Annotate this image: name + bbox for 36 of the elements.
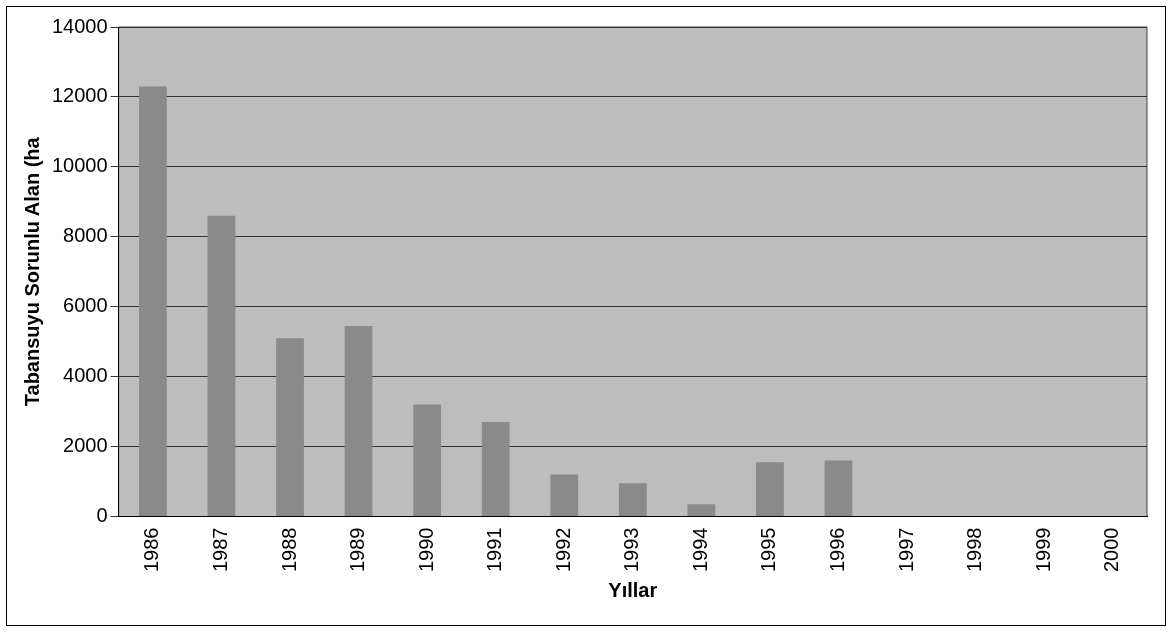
x-axis-title: Yıllar — [608, 578, 658, 601]
x-tick-label: 1992 — [551, 527, 574, 573]
x-tick-label: 1998 — [963, 527, 986, 573]
x-tick-label: 1990 — [414, 527, 437, 573]
x-tick-label: 1988 — [277, 527, 300, 573]
bar — [139, 86, 167, 517]
bar — [207, 215, 236, 517]
bar — [344, 325, 373, 517]
x-tick-label: 1995 — [757, 527, 780, 573]
y-axis-title: Tabansuyu Sorunlu Alan (ha — [20, 136, 43, 407]
bar — [687, 504, 716, 517]
y-tick-label: 0 — [96, 504, 108, 527]
x-tick-label: 1986 — [140, 527, 163, 573]
y-tick-label: 12000 — [51, 84, 108, 107]
bar — [550, 474, 579, 517]
x-tick-label: 1996 — [826, 527, 848, 573]
y-tick-label: 14000 — [51, 14, 108, 37]
x-tick-label: 1999 — [1031, 527, 1054, 573]
bar — [618, 483, 647, 517]
x-tick-label: 1993 — [620, 527, 643, 573]
x-tick-label: 1989 — [346, 527, 369, 573]
x-tick-label: 1987 — [208, 527, 231, 573]
y-tick-label: 6000 — [63, 294, 108, 317]
x-tick-label: 1994 — [688, 527, 711, 573]
y-tick-label: 4000 — [63, 364, 108, 387]
x-tick-label: 1997 — [894, 527, 917, 573]
y-tick-label: 8000 — [63, 224, 108, 247]
x-tick-label: 1991 — [483, 527, 506, 573]
x-tick-label: 2000 — [1100, 527, 1123, 573]
bar — [824, 460, 853, 517]
y-tick-label: 2000 — [63, 434, 108, 457]
y-tick-label: 10000 — [51, 154, 108, 177]
bar — [481, 422, 510, 517]
bar — [413, 404, 442, 517]
bar — [276, 338, 304, 517]
bar — [756, 462, 784, 517]
